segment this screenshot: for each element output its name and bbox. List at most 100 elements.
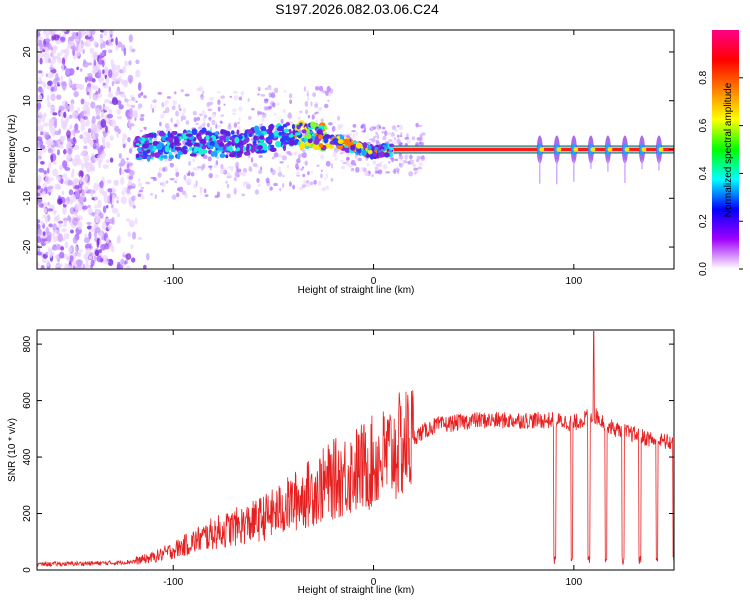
spectrogram-cell xyxy=(156,130,159,137)
spectrogram-cell xyxy=(48,57,51,64)
spectrogram-cell xyxy=(360,125,363,129)
spectrogram-cell xyxy=(169,163,175,166)
spectrogram-cell xyxy=(60,178,64,185)
spectrogram-cell xyxy=(95,215,101,224)
spectrogram-cell xyxy=(150,176,156,180)
spectrogram-cell xyxy=(126,164,130,169)
spectrogram-cell xyxy=(106,120,110,125)
spectrogram-cell xyxy=(373,135,377,139)
spectrogram-cell xyxy=(55,254,59,260)
spectrogram-cell xyxy=(50,106,56,110)
spectrogram-cell xyxy=(279,161,284,164)
spectrogram-cell xyxy=(421,158,426,162)
spectrogram-cell xyxy=(277,102,280,107)
spectrogram-cell xyxy=(60,49,67,54)
spectrogram-cell xyxy=(419,136,423,142)
spectrogram-cell xyxy=(152,99,158,104)
spectrogram-cell xyxy=(79,111,85,119)
spectrogram-cell xyxy=(186,142,193,147)
spectrogram-cell xyxy=(233,122,238,128)
spectrogram-cell xyxy=(67,179,73,186)
spectrogram-cell xyxy=(45,251,49,256)
spectrogram-cell xyxy=(90,264,94,269)
spectrogram-cell xyxy=(389,133,393,137)
spectrogram-cell xyxy=(350,153,353,156)
spectrogram-cell xyxy=(77,196,85,204)
spectrogram-cell xyxy=(122,143,126,149)
spectrogram-cell xyxy=(115,36,118,46)
spectrogram-cell xyxy=(283,128,289,133)
spectrogram-cell xyxy=(110,38,114,43)
spectrogram-cell xyxy=(378,125,381,129)
spectrogram-cell xyxy=(139,129,143,132)
spectrogram-cell xyxy=(325,160,331,167)
spectrogram-cell xyxy=(301,129,307,134)
snr-x-tick-label: 100 xyxy=(565,577,582,588)
spectrogram-cell xyxy=(372,160,377,164)
spectrogram-cell xyxy=(77,107,80,112)
spectrogram-cell xyxy=(126,101,129,106)
spectrogram-cell xyxy=(105,237,110,244)
spectrogram-cell xyxy=(90,190,94,198)
spectrogram-cell xyxy=(323,103,329,109)
spectrogram-cell xyxy=(256,178,260,183)
spectrogram-cell xyxy=(97,69,102,77)
spectrogram-cell xyxy=(196,116,201,121)
spectrogram-cell xyxy=(367,145,372,150)
spectrogram-cell xyxy=(220,163,224,170)
spectrogram-cell xyxy=(102,139,106,148)
spectrogram-cell xyxy=(49,30,56,36)
spectrogram-cell xyxy=(254,189,260,195)
spectrogram-cell xyxy=(391,140,396,145)
spectrogram-cell xyxy=(317,180,322,187)
spectrogram-cell xyxy=(128,148,133,154)
spectrogram-cell xyxy=(85,119,90,127)
spectrogram-cell xyxy=(61,81,67,87)
spectrogram-cell xyxy=(58,263,63,268)
spectrogram-cell xyxy=(242,167,248,173)
spectrogram-cell xyxy=(266,86,272,91)
snr-y-tick-label: 400 xyxy=(22,448,33,465)
spectrogram-cell xyxy=(57,233,63,243)
spectrogram-cell xyxy=(302,173,306,178)
spectrogram-cell xyxy=(307,137,313,144)
spectrogram-cell xyxy=(415,158,420,163)
spectrogram-cell xyxy=(111,97,119,106)
spectrogram-cell xyxy=(62,33,67,38)
spectrogram-cell xyxy=(313,179,317,185)
spectrogram-cell xyxy=(130,244,134,250)
spectrogram-cell xyxy=(37,118,41,123)
spectrogram-burst-peak xyxy=(641,147,647,152)
spectrogram-cell xyxy=(246,143,250,151)
spectrogram-cell xyxy=(73,265,76,269)
spectrogram-cell xyxy=(95,107,101,116)
spectrogram-cell xyxy=(108,30,114,35)
spectrogram-cell xyxy=(367,149,373,155)
spectrogram-cell xyxy=(91,115,96,125)
spectrogram-cell xyxy=(303,180,307,186)
spectrogram-cell xyxy=(140,137,146,142)
spectrogram-cell xyxy=(228,153,236,158)
spectrogram-cell xyxy=(199,129,206,133)
spectrogram-cell xyxy=(167,130,171,138)
spectrogram-cell xyxy=(40,237,47,247)
spectrogram-cell xyxy=(246,129,253,135)
spectrogram-cell xyxy=(99,252,103,257)
spectrogram-cell xyxy=(176,153,181,160)
spectrogram-cell xyxy=(382,135,387,141)
spectrogram-cell xyxy=(265,106,269,111)
spectrogram-cell xyxy=(253,125,260,133)
spectrogram-cell xyxy=(37,219,41,224)
spectrogram-cell xyxy=(54,130,61,136)
spectrogram-cell xyxy=(63,233,70,240)
spectrogram-cell xyxy=(223,103,226,106)
spectrogram-cell xyxy=(399,134,403,138)
spectrogram-x-tick-label: 0 xyxy=(371,276,377,287)
spectrogram-cell xyxy=(83,154,90,163)
spectrogram-cell xyxy=(134,117,137,121)
spectrogram-cell xyxy=(144,139,150,144)
spectrogram-cell xyxy=(152,107,155,113)
spectrogram-cell xyxy=(94,56,98,60)
spectrogram-cell xyxy=(176,192,180,198)
snr-x-label: Height of straight line (km) xyxy=(298,585,415,596)
